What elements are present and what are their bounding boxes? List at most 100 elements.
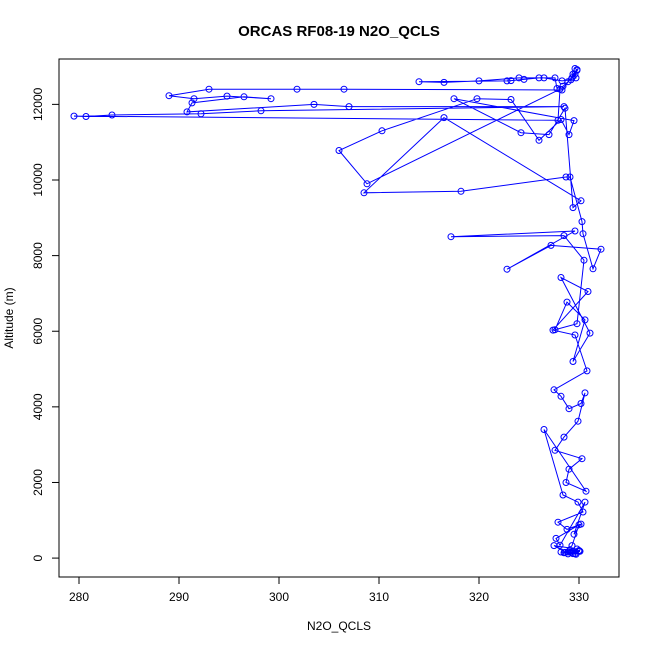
data-point (586, 329, 594, 337)
data-point (520, 75, 528, 83)
data-point (257, 107, 265, 115)
y-axis-label: Altitude (m) (2, 287, 16, 348)
y-tick-label: 8000 (31, 242, 45, 269)
data-point (580, 256, 588, 264)
x-axis-label: N2O_QCLS (307, 619, 371, 633)
data-point (573, 320, 581, 328)
data-point (571, 227, 579, 235)
data-point (579, 230, 587, 238)
data-point (340, 85, 348, 93)
data-point (535, 136, 543, 144)
data-point (589, 265, 597, 273)
data-point (549, 326, 557, 334)
data-point (567, 548, 575, 556)
data-point (503, 265, 511, 273)
data-point (223, 92, 231, 100)
data-point (571, 70, 579, 78)
data-point (563, 525, 571, 533)
data-point (565, 465, 573, 473)
data-point (553, 85, 561, 92)
data-point (70, 112, 78, 120)
x-tick-label: 320 (469, 590, 489, 604)
data-point (267, 95, 275, 103)
data-point (560, 433, 568, 441)
data-point (545, 131, 553, 139)
data-point (560, 232, 568, 240)
data-point (240, 93, 248, 101)
data-point (547, 241, 555, 249)
data-point (540, 74, 548, 82)
y-axis: 0 2000 4000 6000 8000 10000 12000 (31, 87, 60, 561)
data-point (540, 426, 548, 433)
data-point (584, 288, 592, 295)
data-point (190, 95, 198, 103)
data-point (575, 547, 583, 555)
data-point (205, 85, 213, 93)
data-point (515, 74, 523, 82)
data-point (562, 173, 570, 181)
data-point (581, 316, 589, 324)
data-point (563, 298, 571, 306)
data-point (552, 534, 560, 542)
y-tick-label: 0 (31, 554, 45, 561)
data-point (568, 542, 576, 550)
data-point (310, 100, 318, 108)
data-point (570, 117, 578, 125)
data-point (550, 386, 558, 394)
x-tick-label: 290 (169, 590, 189, 604)
data-point (582, 487, 590, 495)
data-point (440, 114, 448, 122)
data-point (560, 103, 568, 111)
data-point (577, 400, 585, 407)
data-point (556, 85, 564, 93)
data-point (557, 274, 565, 281)
data-point (457, 187, 465, 195)
data-point (554, 116, 562, 124)
data-point (597, 245, 605, 253)
data-point (507, 77, 515, 85)
y-tick-label: 6000 (31, 318, 45, 345)
data-point (447, 233, 455, 241)
data-point (183, 108, 191, 116)
y-tick-label: 12000 (31, 87, 45, 121)
data-point (293, 85, 301, 93)
data-point (562, 479, 570, 486)
y-tick-label: 10000 (31, 163, 45, 197)
data-point (565, 405, 573, 413)
series-line (73, 68, 602, 555)
data-point (415, 78, 423, 86)
x-tick-label: 280 (69, 590, 89, 604)
data-point (564, 548, 572, 556)
data-point (550, 542, 558, 550)
x-axis: 280 290 300 310 320 330 (69, 576, 589, 604)
data-point (560, 549, 568, 557)
data-point (535, 74, 543, 82)
data-point (517, 129, 525, 137)
data-point (575, 521, 583, 529)
data-point (360, 189, 368, 197)
data-point (583, 367, 591, 375)
data-point (165, 92, 173, 100)
data-point (363, 180, 371, 188)
data-point (507, 96, 515, 103)
data-point (554, 518, 562, 526)
plot-area (70, 65, 605, 558)
data-point (450, 95, 458, 103)
data-point (581, 498, 589, 506)
data-point (503, 77, 511, 85)
data-point (569, 204, 577, 212)
data-point (440, 78, 448, 86)
data-point (564, 78, 572, 86)
data-point (574, 417, 582, 425)
data-point (188, 99, 196, 107)
chart-title: ORCAS RF08-19 N2O_QCLS (238, 23, 440, 40)
data-point (557, 548, 565, 556)
data-point (561, 104, 569, 112)
data-point (573, 66, 581, 74)
data-point (559, 491, 567, 499)
data-point (578, 455, 586, 463)
data-point (82, 113, 90, 120)
data-point (570, 530, 578, 538)
plot-frame (58, 58, 620, 578)
